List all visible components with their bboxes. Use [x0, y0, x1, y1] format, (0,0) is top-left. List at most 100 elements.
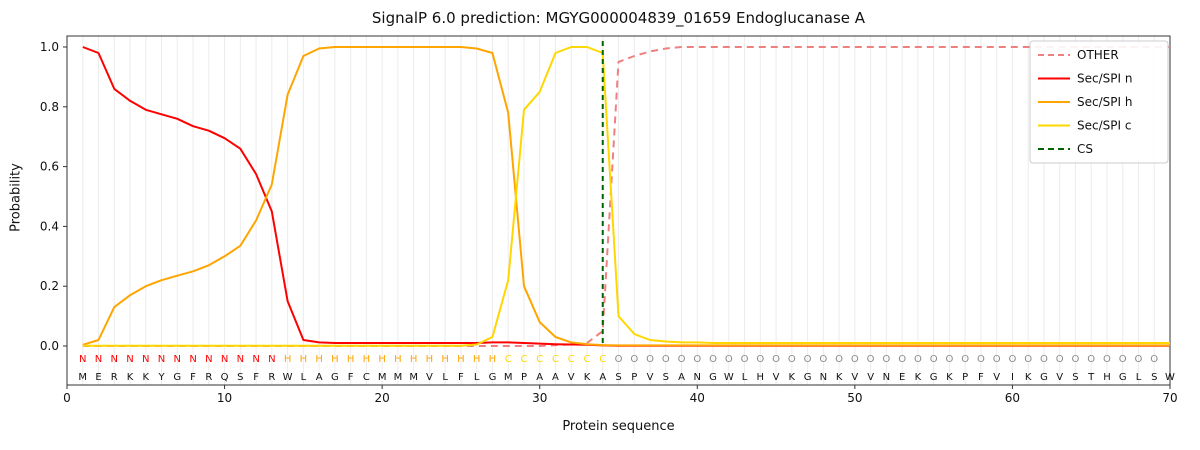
axes-frame — [66, 35, 1171, 386]
region-letter: O — [1150, 354, 1158, 365]
region-letter: O — [993, 354, 1001, 365]
x-tick-label: 40 — [690, 391, 705, 405]
region-letter: O — [961, 354, 969, 365]
residue-letter: L — [301, 372, 307, 383]
x-axis-ticks: 0 10 20 30 40 50 60 70 — [63, 385, 1178, 405]
legend-box — [1029, 40, 1169, 164]
legend-item-label: Sec/SPI n — [1077, 72, 1132, 86]
residue-letter: G — [930, 372, 938, 383]
region-letter: C — [505, 354, 512, 365]
residue-letter: E — [899, 372, 905, 383]
residue-letter: M — [394, 372, 403, 383]
residue-letter: H — [1103, 372, 1111, 383]
region-letter: O — [662, 354, 670, 365]
y-tick-label: 0.0 — [40, 339, 59, 353]
region-letter: H — [489, 354, 497, 365]
y-axis-label: Probability — [8, 163, 24, 232]
residue-letter: G — [804, 372, 812, 383]
region-letter: C — [536, 354, 543, 365]
residue-letter: A — [599, 372, 606, 383]
region-letter: O — [693, 354, 701, 365]
residue-letter: K — [127, 372, 134, 383]
region-letter: O — [1008, 354, 1016, 365]
residue-letter: G — [709, 372, 717, 383]
series-sec-spi-h — [82, 46, 1170, 347]
region-letter: C — [552, 354, 559, 365]
region-letter: N — [268, 354, 275, 365]
region-letter: O — [835, 354, 843, 365]
x-axis-label: Protein sequence — [562, 419, 675, 434]
residue-letter: G — [489, 372, 497, 383]
region-letter: N — [126, 354, 133, 365]
x-tick-label: 70 — [1162, 391, 1177, 405]
x-tick-label: 20 — [375, 391, 390, 405]
legend: OTHER Sec/SPI n Sec/SPI h Sec/SPI c CS — [1029, 40, 1169, 164]
residue-letter: K — [143, 372, 150, 383]
region-letter: N — [237, 354, 244, 365]
region-letter: O — [1135, 354, 1143, 365]
residue-letter: V — [851, 372, 858, 383]
region-letter: N — [111, 354, 118, 365]
residue-letter: N — [820, 372, 827, 383]
region-letter: H — [347, 354, 355, 365]
y-tick-label: 1.0 — [40, 40, 59, 54]
residue-letter: G — [173, 372, 181, 383]
residue-letter: L — [474, 372, 480, 383]
series-sec-spi-c — [82, 46, 1170, 347]
region-letter: H — [473, 354, 481, 365]
region-letter: O — [1103, 354, 1111, 365]
residue-letter: E — [95, 372, 101, 383]
region-letter: H — [300, 354, 308, 365]
residue-letter: V — [568, 372, 575, 383]
y-axis-ticks: 0.0 0.2 0.4 0.6 0.8 1.0 — [40, 40, 67, 353]
region-letter: O — [1024, 354, 1032, 365]
legend-item-label: Sec/SPI h — [1077, 95, 1132, 109]
region-letter: H — [394, 354, 402, 365]
residue-letter: P — [521, 372, 527, 383]
x-tick-label: 30 — [532, 391, 547, 405]
region-letter: H — [441, 354, 449, 365]
region-letter: O — [977, 354, 985, 365]
residue-letter: W — [724, 372, 734, 383]
residue-letter: K — [946, 372, 953, 383]
region-letter: O — [678, 354, 686, 365]
residue-letter: F — [253, 372, 259, 383]
region-letter: O — [615, 354, 623, 365]
residue-letter: Y — [157, 372, 165, 383]
residue-letter: F — [190, 372, 196, 383]
residue-letter: G — [1040, 372, 1048, 383]
region-letter: O — [1072, 354, 1080, 365]
region-letter: O — [882, 354, 890, 365]
region-letter: H — [410, 354, 418, 365]
region-letter: H — [363, 354, 371, 365]
residue-letter: N — [694, 372, 701, 383]
x-tick-label: 60 — [1005, 391, 1020, 405]
residue-letter: W — [1165, 372, 1175, 383]
legend-item-label: OTHER — [1077, 48, 1119, 62]
x-tick-label: 50 — [847, 391, 862, 405]
residue-letter: M — [78, 372, 87, 383]
residue-letter: K — [584, 372, 591, 383]
region-letter: N — [221, 354, 228, 365]
residue-letter: R — [268, 372, 275, 383]
residue-letter: F — [978, 372, 984, 383]
residue-letter: L — [1136, 372, 1142, 383]
residue-letter: L — [742, 372, 748, 383]
residue-letter: C — [363, 372, 370, 383]
region-letter: O — [772, 354, 780, 365]
chart-title: SignalP 6.0 prediction: MGYG000004839_01… — [371, 9, 866, 27]
region-letter: O — [709, 354, 717, 365]
y-tick-label: 0.8 — [40, 100, 59, 114]
residue-letter: A — [552, 372, 559, 383]
residue-letter: K — [1025, 372, 1032, 383]
residue-letter: S — [615, 372, 621, 383]
residue-letter: Q — [221, 372, 229, 383]
residue-letter: R — [205, 372, 212, 383]
residue-letter: L — [442, 372, 448, 383]
region-letter: N — [79, 354, 86, 365]
residue-letter: V — [1056, 372, 1063, 383]
residue-letter: N — [883, 372, 890, 383]
residue-letter: A — [678, 372, 685, 383]
